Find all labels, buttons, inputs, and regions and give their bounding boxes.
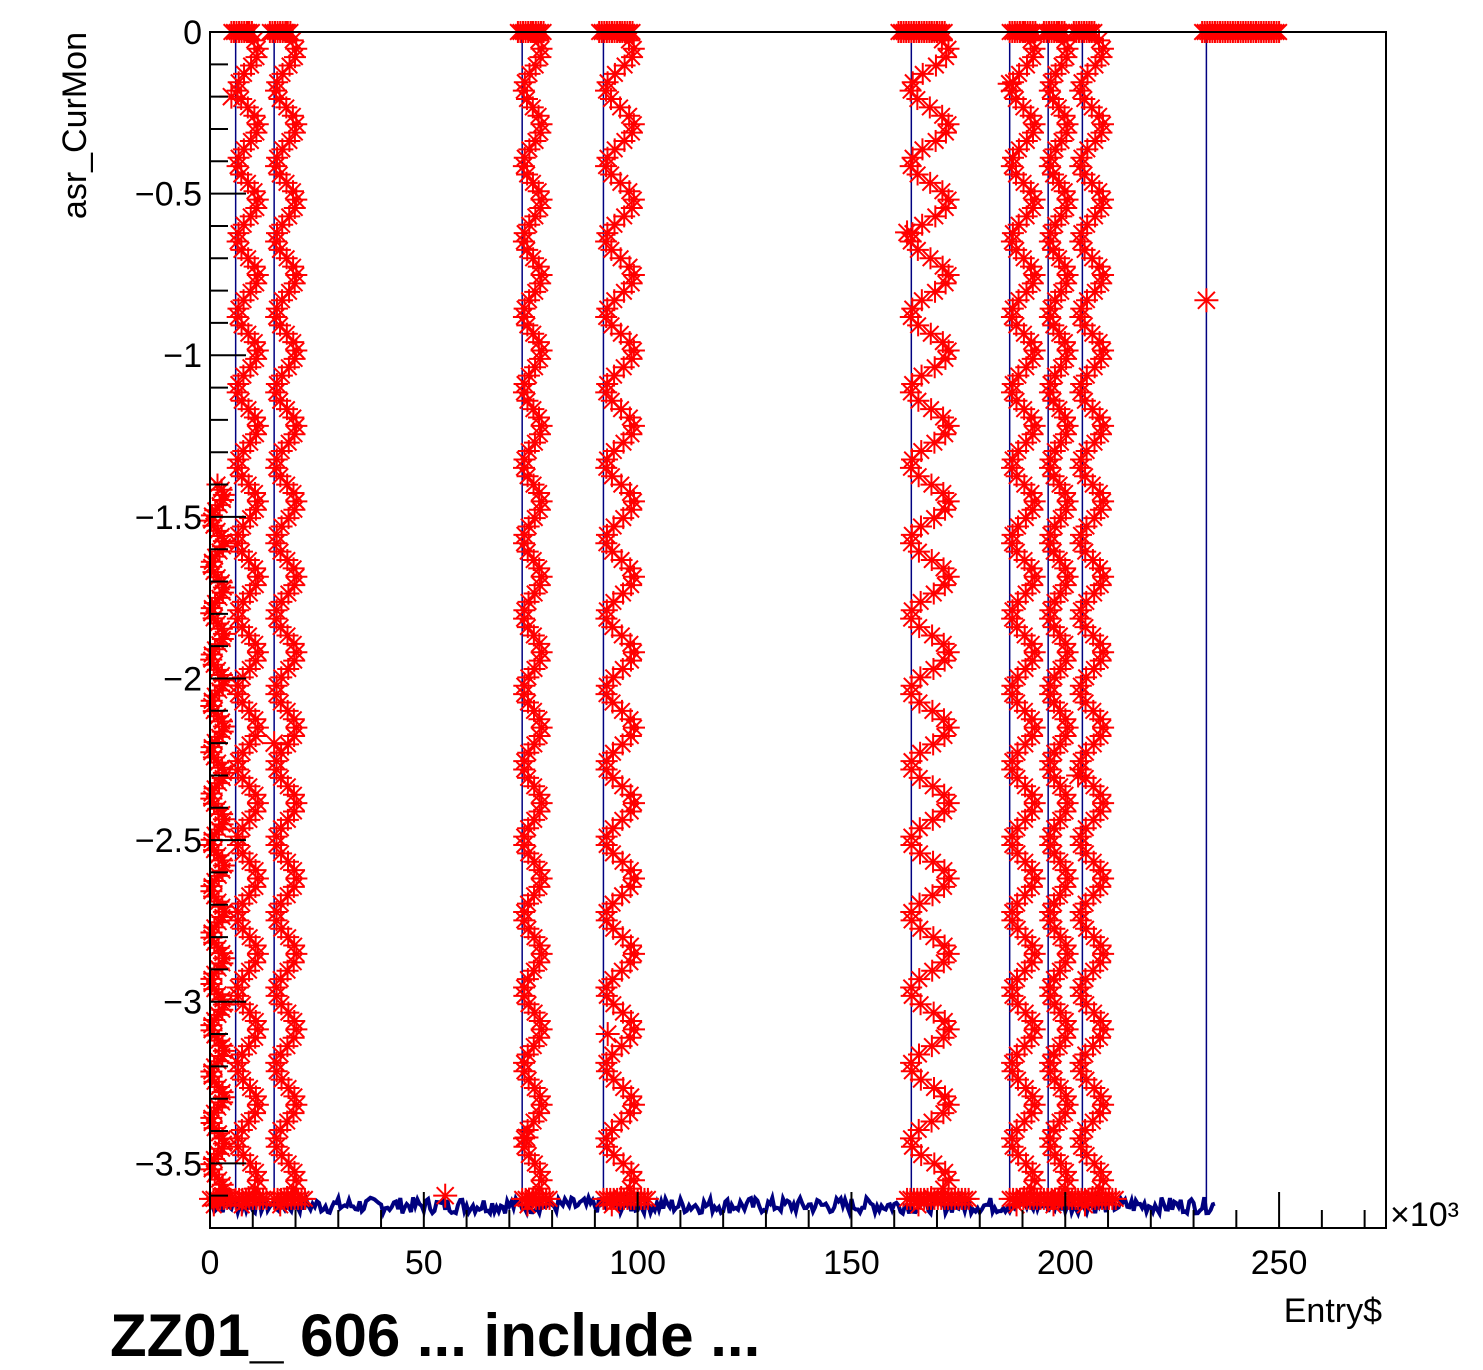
y-tick-label: −2 (163, 660, 202, 698)
x-multiplier-label: ×10³ (1390, 1196, 1459, 1234)
plot-frame (210, 32, 1386, 1228)
x-tick-label: 250 (1251, 1244, 1308, 1282)
y-tick-label: −3 (163, 984, 202, 1022)
y-axis-label: asr_CurMon (56, 32, 94, 219)
data-point (637, 1188, 659, 1210)
data-point (596, 1022, 620, 1046)
data-point (998, 72, 1022, 96)
x-axis-label: Entry$ (1284, 1292, 1382, 1330)
y-tick-label: −3.5 (135, 1145, 202, 1183)
data-point (958, 1188, 980, 1210)
x-tick-label: 150 (823, 1244, 880, 1282)
axes-layer: 0 50 100 150 200 250 0 −0.5 −1 −1.5 −2 −2.5 −3 −3.5 (135, 14, 1365, 1282)
data-point (514, 1125, 538, 1149)
footer-title-fragment: ZZ01_ 606 ... include ... (110, 1301, 760, 1370)
y-tick-label: −0.5 (135, 176, 202, 214)
y-tick-label: −2.5 (135, 822, 202, 860)
x-tick-label: 100 (609, 1244, 666, 1282)
data-point (1194, 288, 1218, 312)
y-tick-label: −1.5 (135, 499, 202, 537)
scatter-chart: 0 50 100 150 200 250 0 −0.5 −1 −1.5 −2 −2.5 −3 −3.5 E… (0, 0, 1483, 1337)
y-tick-label: −1 (163, 337, 202, 375)
x-tick-label: 200 (1037, 1244, 1094, 1282)
data-point (262, 731, 286, 755)
x-tick-label: 0 (201, 1244, 220, 1282)
data-point (433, 1184, 457, 1208)
data-point (539, 1188, 561, 1210)
data-point (895, 220, 919, 244)
data-point (1066, 763, 1090, 787)
x-tick-label: 50 (405, 1244, 443, 1282)
y-tick-label: 0 (183, 14, 202, 52)
data-point (294, 1188, 316, 1210)
markers-layer (199, 21, 1290, 1216)
data-point (1105, 1188, 1127, 1210)
